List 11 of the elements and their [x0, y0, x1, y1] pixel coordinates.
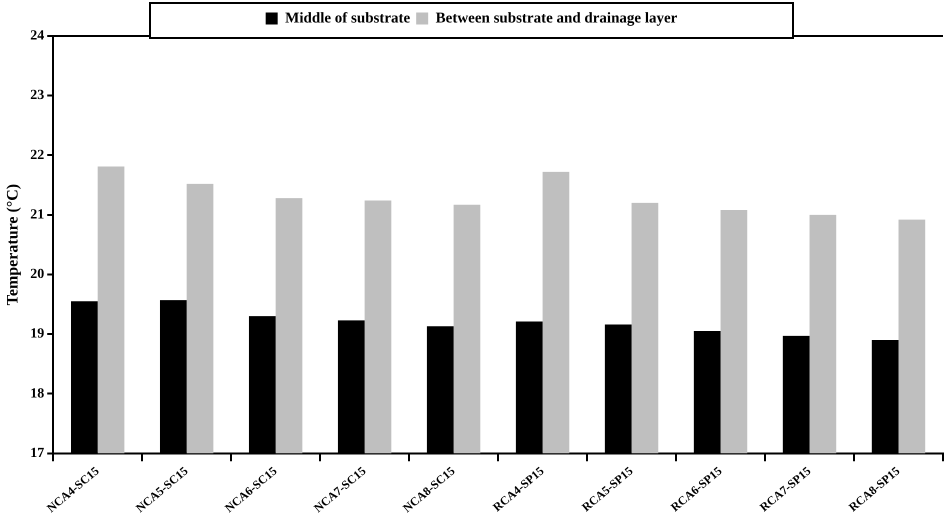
y-axis-title: Temperature (°C): [4, 184, 22, 306]
y-tick-label: 22: [30, 148, 44, 163]
y-tick-label: 24: [30, 28, 44, 44]
y-tick-label: 19: [30, 326, 44, 342]
y-tick-label: 21: [30, 207, 44, 222]
y-tick-label: 20: [30, 267, 44, 282]
y-tick-label: 23: [30, 88, 44, 104]
legend-label: Between substrate and drainage layer: [436, 10, 678, 26]
y-tick-label: 17: [30, 446, 44, 461]
legend-label: Middle of substrate: [285, 10, 411, 26]
y-tick-label: 18: [30, 386, 44, 402]
